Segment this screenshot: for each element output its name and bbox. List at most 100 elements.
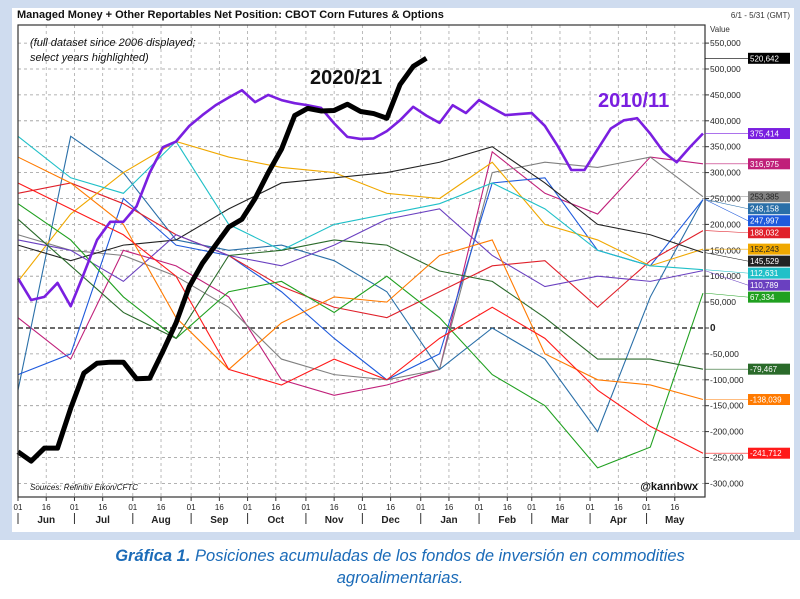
end-label: 110,789	[750, 281, 779, 290]
end-label-box	[748, 128, 790, 140]
end-label-box	[748, 279, 790, 291]
x-month-label: Oct	[267, 515, 284, 526]
y-tick-label: 500,000	[710, 64, 741, 74]
y-tick-label: -100,000	[710, 375, 744, 385]
x-day-label: 16	[157, 503, 166, 512]
end-label-box	[748, 447, 790, 459]
chart-title: Managed Money + Other Reportables Net Po…	[17, 9, 444, 21]
x-month-label: Jun	[37, 515, 55, 526]
x-day-label: 01	[358, 503, 367, 512]
end-label: -138,039	[750, 396, 782, 405]
x-day-label: 01	[14, 503, 23, 512]
y-tick-label: 450,000	[710, 90, 741, 100]
y-tick-label: 200,000	[710, 219, 741, 229]
x-month-label: Aug	[151, 515, 170, 526]
y-tick-label: -300,000	[710, 478, 744, 488]
x-day-label: 01	[70, 503, 79, 512]
end-label-box	[748, 255, 790, 267]
end-label-leader	[704, 252, 749, 262]
x-day-label: 16	[215, 503, 224, 512]
y-tick-label: 350,000	[710, 142, 741, 152]
series-line	[17, 182, 704, 319]
x-day-label: 16	[42, 503, 51, 512]
x-day-label: 16	[271, 503, 280, 512]
plot-frame	[17, 24, 706, 498]
x-month-label: Jan	[440, 515, 457, 526]
y-tick-label: 50,000	[710, 297, 736, 307]
x-day-label: 16	[556, 503, 565, 512]
y-tick-label: 400,000	[710, 116, 741, 126]
x-axis: 01 16 Jun 01 16 Jul 01 16 Aug 01 16 Sep 01 16 Oct 01 16 N…	[14, 497, 685, 526]
source-note: Sources: Refinitiv Eikon/CFTC	[30, 483, 138, 492]
end-label: -241,712	[750, 449, 782, 458]
x-month-label: Dec	[381, 515, 400, 526]
x-day-label: 16	[98, 503, 107, 512]
x-day-label: 16	[444, 503, 453, 512]
x-month-label: Feb	[498, 515, 516, 526]
end-label-leader	[704, 199, 749, 222]
chart: Managed Money + Other Reportables Net Po…	[12, 8, 794, 532]
y-tick-label: 250,000	[710, 194, 741, 204]
series-line	[17, 156, 704, 401]
label-2010-11: 2010/11	[598, 90, 669, 112]
series-line	[17, 218, 704, 370]
end-label-leader	[704, 292, 749, 298]
end-label-leader	[704, 199, 749, 210]
end-label-box	[748, 52, 790, 64]
y-tick-label: 150,000	[710, 245, 741, 255]
x-day-label: 16	[614, 503, 623, 512]
x-month-label: Sep	[210, 515, 228, 526]
x-day-label: 01	[301, 503, 310, 512]
end-label: 248,158	[750, 205, 779, 214]
end-label-leader	[704, 270, 749, 286]
figure-caption: Gráfica 1. Posiciones acumuladas de los …	[0, 545, 800, 589]
x-day-label: 01	[128, 503, 137, 512]
x-day-label: 01	[243, 503, 252, 512]
end-label: 188,032	[750, 229, 779, 238]
x-day-label: 01	[527, 503, 536, 512]
end-label: 316,975	[750, 160, 779, 169]
end-label-box	[748, 267, 790, 279]
y-tick-label: 0	[710, 323, 716, 334]
other-series	[17, 135, 704, 469]
x-month-label: Mar	[551, 515, 569, 526]
series-line	[17, 182, 704, 454]
series-line	[17, 208, 704, 288]
label-2020-21: 2020/21	[310, 67, 382, 89]
end-label-box	[748, 203, 790, 215]
x-month-label: May	[665, 515, 685, 526]
y-tick-label: -250,000	[710, 453, 744, 463]
series-line	[17, 135, 704, 433]
y-tick-label: 100,000	[710, 271, 741, 281]
series-line	[17, 150, 704, 396]
x-month-label: Jul	[95, 515, 110, 526]
series-line-2010-11	[16, 88, 704, 308]
y-tick-label: -50,000	[710, 349, 739, 359]
series-line	[17, 177, 704, 381]
end-labels: 520,642 375,414 316,975 253,385 248,158 247,9…	[704, 52, 790, 459]
caption-label: Gráfica 1.	[115, 547, 191, 565]
end-label: 253,385	[750, 193, 779, 202]
y-tick-label: -150,000	[710, 401, 744, 411]
end-label-box	[748, 215, 790, 227]
end-label: 152,243	[750, 245, 779, 254]
end-label-box	[748, 227, 790, 239]
end-label: 247,997	[750, 217, 779, 226]
x-day-label: 16	[386, 503, 395, 512]
x-day-label: 16	[330, 503, 339, 512]
chart-panel	[12, 8, 794, 532]
x-day-label: 01	[586, 503, 595, 512]
end-label-box	[748, 243, 790, 255]
y-axis: 550,000 500,000 450,000 400,000 350,000 300,0…	[705, 38, 744, 488]
x-day-label: 16	[503, 503, 512, 512]
note-line-1: (full dataset since 2006 displayed;	[30, 37, 196, 49]
end-label-box	[748, 363, 790, 375]
end-label: 145,529	[750, 257, 779, 266]
end-label-box	[748, 291, 790, 303]
x-day-label: 01	[475, 503, 484, 512]
credit: @kannbwx	[640, 481, 699, 493]
note-line-2: select years highlighted)	[30, 52, 149, 64]
x-day-label: 16	[670, 503, 679, 512]
x-day-label: 01	[187, 503, 196, 512]
end-label: -79,467	[750, 365, 778, 374]
